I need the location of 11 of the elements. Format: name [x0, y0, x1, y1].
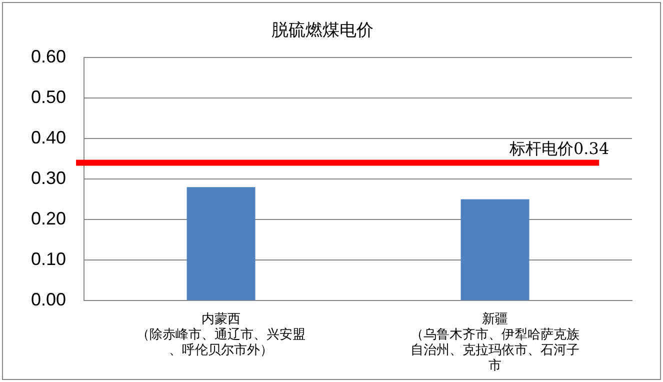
x-tick-label: 内蒙西（除赤峰市、通辽市、兴安盟、呼伦贝尔市外）	[136, 312, 306, 358]
y-tick-label: 0.50	[30, 86, 66, 107]
ref-line-label: 标杆电价0.34	[508, 138, 610, 158]
y-tick-label: 0.20	[30, 208, 66, 228]
y-tick-label: 0.10	[30, 249, 66, 270]
y-tick-label: 0.30	[30, 168, 66, 188]
y-tick-label: 0.40	[30, 127, 66, 148]
y-tick-label: 0.00	[30, 290, 66, 310]
x-tick-label: 新疆（乌鲁木齐市、伊犁哈萨克族自治州、克拉玛依市、石河子市	[410, 312, 580, 374]
chart-title: 脱硫燃煤电价	[272, 20, 374, 41]
y-tick-label: 0.60	[30, 46, 66, 66]
